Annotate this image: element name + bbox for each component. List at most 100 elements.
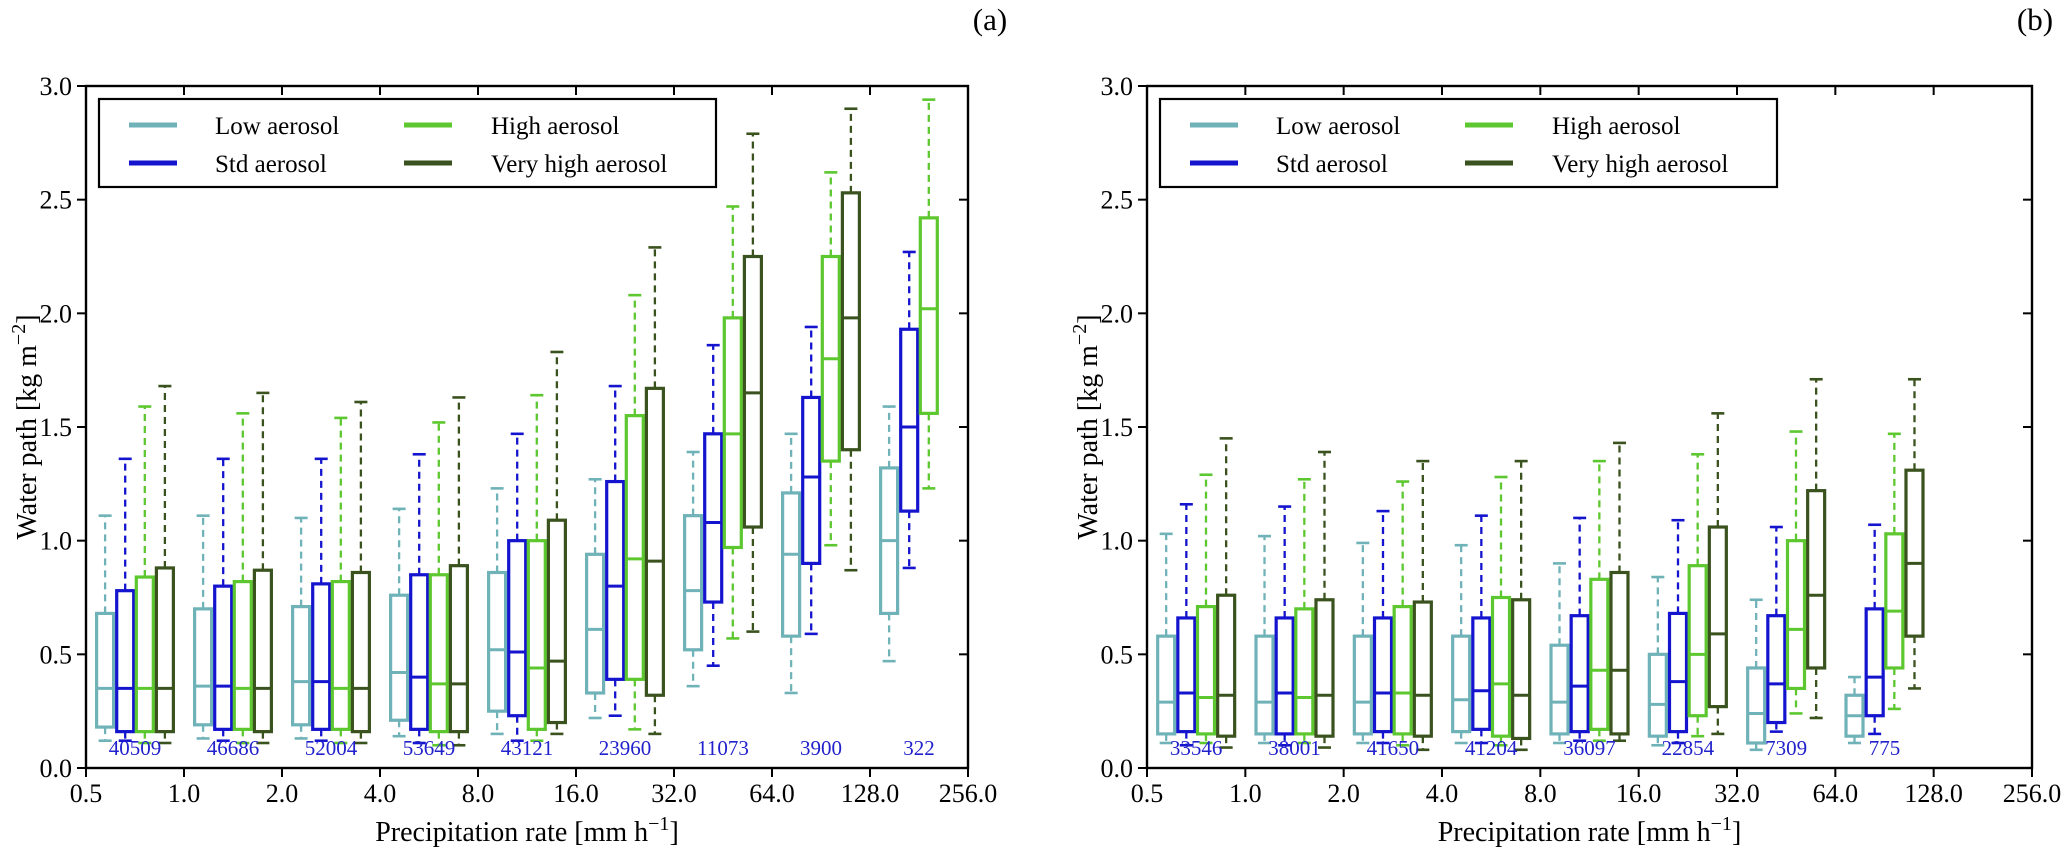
box-iqr: [350, 570, 371, 734]
y-axis-label: Water path [kg m−2]: [8, 314, 43, 539]
x-tick-label: 256.0: [2003, 779, 2062, 808]
y-tick-label: 1.0: [40, 527, 73, 556]
panel-b-title: (b): [2016, 2, 2054, 37]
sample-count: 46686: [207, 736, 260, 760]
x-tick-label: 4.0: [1426, 779, 1459, 808]
panel-a-group1-box-std: [115, 457, 136, 743]
x-tick-label: 8.0: [462, 779, 495, 808]
panel-b-group6-box-very_high: [1707, 412, 1728, 736]
panel-a-group5-box-std: [507, 432, 528, 743]
panel-a-group2-box-very_high: [252, 391, 273, 745]
panel-b-group6-box-std: [1667, 518, 1689, 745]
panel-b-group4-box-low: [1451, 543, 1472, 745]
box-iqr: [1254, 634, 1275, 736]
legend-label-very_high: Very high aerosol: [491, 151, 667, 178]
box-iqr: [624, 414, 645, 681]
box-iqr: [409, 573, 430, 731]
box-iqr: [1569, 614, 1590, 734]
y-tick-label: 3.0: [1101, 72, 1134, 101]
box-iqr: [1195, 604, 1217, 736]
box-iqr: [1511, 598, 1532, 741]
sample-count: 11073: [697, 736, 749, 760]
panel-a-group9-box-high: [918, 98, 939, 490]
x-tick-label: 32.0: [651, 779, 697, 808]
panel-a-group2-box-low: [193, 514, 214, 740]
y-axis-label: Water path [kg m−2]: [1069, 314, 1104, 539]
panel-a-group8-box-low: [781, 432, 802, 695]
panel-a-group6-box-very_high: [644, 246, 665, 736]
box-iqr: [1746, 666, 1767, 745]
box-iqr: [1864, 607, 1885, 718]
box-iqr: [644, 386, 665, 697]
panel-b-group7-box-std: [1766, 525, 1787, 733]
box-iqr: [291, 604, 312, 727]
box-iqr: [134, 575, 155, 734]
y-tick-label: 0.5: [40, 640, 73, 669]
panel-b-group2-box-high: [1294, 477, 1315, 745]
box-iqr: [154, 566, 175, 734]
x-tick-label: 0.5: [70, 779, 103, 808]
box-iqr: [193, 607, 214, 727]
box-iqr: [1294, 607, 1315, 736]
panel-a-group3-box-very_high: [350, 400, 371, 745]
panel-b-group2-box-very_high: [1314, 450, 1335, 749]
legend-label-high: High aerosol: [1552, 113, 1680, 140]
box-iqr: [1806, 489, 1827, 670]
box-iqr: [1216, 593, 1237, 738]
sample-count: 36097: [1563, 736, 1616, 760]
box-iqr: [389, 593, 410, 722]
panel-b-group5-box-very_high: [1609, 441, 1630, 743]
panel-a-group4-box-high: [428, 421, 449, 747]
sample-count: 775: [1869, 736, 1901, 760]
box-iqr: [507, 539, 528, 718]
legend-label-low: Low aerosol: [1276, 113, 1400, 140]
box-iqr: [213, 584, 234, 731]
panel-a-title: (a): [972, 2, 1008, 37]
panel-a-group3-box-high: [330, 416, 351, 745]
panel-a-group6-box-high: [624, 293, 645, 731]
panel-b-group6-box-low: [1647, 575, 1668, 747]
y-tick-label: 1.5: [1101, 413, 1134, 442]
x-tick-label: 0.5: [1131, 779, 1164, 808]
box-iqr: [1785, 539, 1807, 691]
y-tick-label: 0.0: [1101, 754, 1134, 783]
sample-count: 23960: [599, 736, 652, 760]
x-axis-label: Precipitation rate [mm h−1]: [375, 813, 679, 848]
panel-b-group6-box-high: [1687, 452, 1708, 738]
y-tick-label: 2.0: [1101, 299, 1134, 328]
box-iqr: [526, 539, 547, 731]
sample-count: 52004: [305, 736, 358, 760]
box-iqr: [1707, 525, 1728, 709]
x-tick-label: 16.0: [553, 779, 599, 808]
x-tick-label: 128.0: [1904, 779, 1963, 808]
x-tick-label: 64.0: [1813, 779, 1859, 808]
panel-b-group1-box-low: [1156, 532, 1177, 745]
box-iqr: [330, 579, 351, 731]
y-tick-label: 0.0: [40, 754, 73, 783]
panel-b-group3-box-very_high: [1412, 459, 1433, 752]
box-iqr: [605, 479, 626, 681]
panel-b-group1-box-std: [1176, 502, 1197, 747]
box-iqr: [1904, 468, 1925, 638]
y-tick-label: 0.5: [1101, 640, 1134, 669]
box-iqr: [801, 395, 822, 565]
panel-b: 0.5 1.0 2.0 4.0 8.0 16.0 32.0 64.0 128.0 256.0 0.0…: [1069, 72, 2061, 848]
sample-count: 33546: [1170, 736, 1223, 760]
panel-b-group1-box-high: [1195, 473, 1217, 745]
panel-a-group9-box-low: [879, 405, 900, 663]
x-tick-label: 4.0: [364, 779, 397, 808]
x-tick-label: 2.0: [1327, 779, 1360, 808]
x-axis-label: Precipitation rate [mm h−1]: [1438, 813, 1742, 848]
box-iqr: [95, 611, 116, 729]
panel-a-group4-box-very_high: [448, 396, 469, 747]
panel-b-group1-box-very_high: [1216, 437, 1237, 749]
panel-a-group8-box-very_high: [840, 107, 861, 572]
box-iqr: [899, 327, 920, 513]
panel-b-group3-box-low: [1352, 541, 1373, 745]
sample-count: 40509: [109, 736, 162, 760]
sample-count: 53649: [403, 736, 456, 760]
sample-count: 3900: [800, 736, 842, 760]
panel-b-group3-box-std: [1372, 509, 1394, 745]
sample-count: 22854: [1662, 736, 1715, 760]
